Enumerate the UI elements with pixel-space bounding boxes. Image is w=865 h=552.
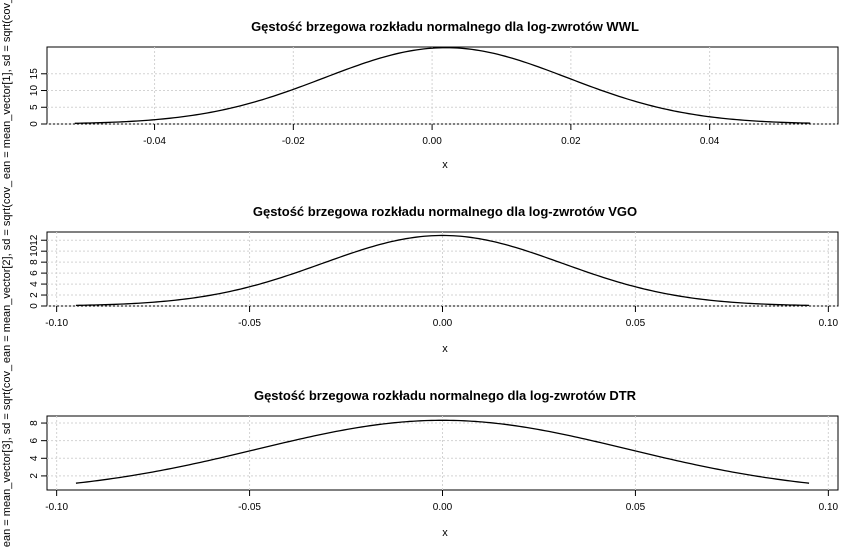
y-tick-label: 6 [29, 270, 40, 276]
grid-layer [47, 232, 838, 307]
x-tick-label: -0.10 [45, 318, 68, 329]
chart-title: Gęstość brzegowa rozkładu normalnego dla… [251, 19, 639, 34]
x-tick-label: 0.10 [819, 502, 839, 513]
x-tick-label: 0.05 [626, 318, 646, 329]
x-axis-title: x [442, 159, 448, 171]
x-tick-label: 0.05 [626, 502, 646, 513]
x-tick-label: 0.04 [700, 136, 720, 147]
panel-wwl: Gęstość brzegowa rozkładu normalnego dla… [1, 0, 839, 179]
density-curve [75, 234, 810, 307]
density-curve [75, 419, 810, 484]
x-tick-label: 0.10 [819, 318, 839, 329]
grid-layer [47, 47, 838, 125]
y-axis-title: ean = mean_vector[2], sd = sqrt(cov_ [1, 180, 13, 363]
x-axis-title: x [442, 343, 448, 355]
y-tick-label: 8 [29, 259, 40, 265]
y-tick-label: 15 [29, 68, 40, 80]
x-tick-label: -0.10 [45, 502, 68, 513]
grid-layer [47, 416, 838, 490]
x-tick-label: -0.04 [143, 136, 166, 147]
y-axis: 0 5 10 15 [29, 68, 47, 127]
density-curve [74, 47, 811, 124]
y-tick-label: 10 [29, 85, 40, 97]
plot-frame [46, 46, 839, 125]
y-tick-label: 5 [29, 104, 40, 110]
y-tick-label: 4 [29, 455, 40, 461]
x-tick-label: 0.02 [561, 136, 581, 147]
y-tick-label: 8 [29, 420, 40, 426]
y-tick-label: 2 [29, 292, 40, 298]
x-tick-label: 0.00 [433, 502, 453, 513]
panel-dtr: Gęstość brzegowa rozkładu normalnego dla… [1, 364, 839, 547]
x-tick-label: -0.05 [238, 318, 261, 329]
x-axis-title: x [442, 527, 448, 539]
y-tick-label: 6 [29, 437, 40, 443]
y-tick-label: 10 [29, 245, 40, 257]
x-tick-label: -0.05 [238, 502, 261, 513]
y-tick-label: 0 [29, 121, 40, 127]
x-tick-label: -0.02 [282, 136, 305, 147]
y-axis: 2 4 6 8 [29, 420, 47, 479]
x-axis: -0.04 -0.02 0.00 0.02 0.04 [143, 124, 720, 147]
y-tick-label: 4 [29, 281, 40, 287]
y-tick-label: 12 [29, 234, 40, 246]
y-axis-title: ean = mean_vector[1], sd = sqrt(cov_ [1, 0, 13, 179]
y-tick-label: 2 [29, 473, 40, 479]
y-tick-label: 0 [29, 303, 40, 309]
x-axis: -0.10 -0.05 0.00 0.05 0.10 [45, 490, 839, 513]
x-tick-label: 0.00 [422, 136, 442, 147]
y-axis-title: ean = mean_vector[3], sd = sqrt(cov_ [1, 364, 13, 547]
chart-title: Gęstość brzegowa rozkładu normalnego dla… [253, 204, 637, 219]
chart-title: Gęstość brzegowa rozkładu normalnego dla… [254, 388, 637, 403]
x-axis: -0.10 -0.05 0.00 0.05 0.10 [45, 306, 839, 329]
x-tick-label: 0.00 [433, 318, 453, 329]
panel-vgo: Gęstość brzegowa rozkładu normalnego dla… [1, 180, 839, 363]
